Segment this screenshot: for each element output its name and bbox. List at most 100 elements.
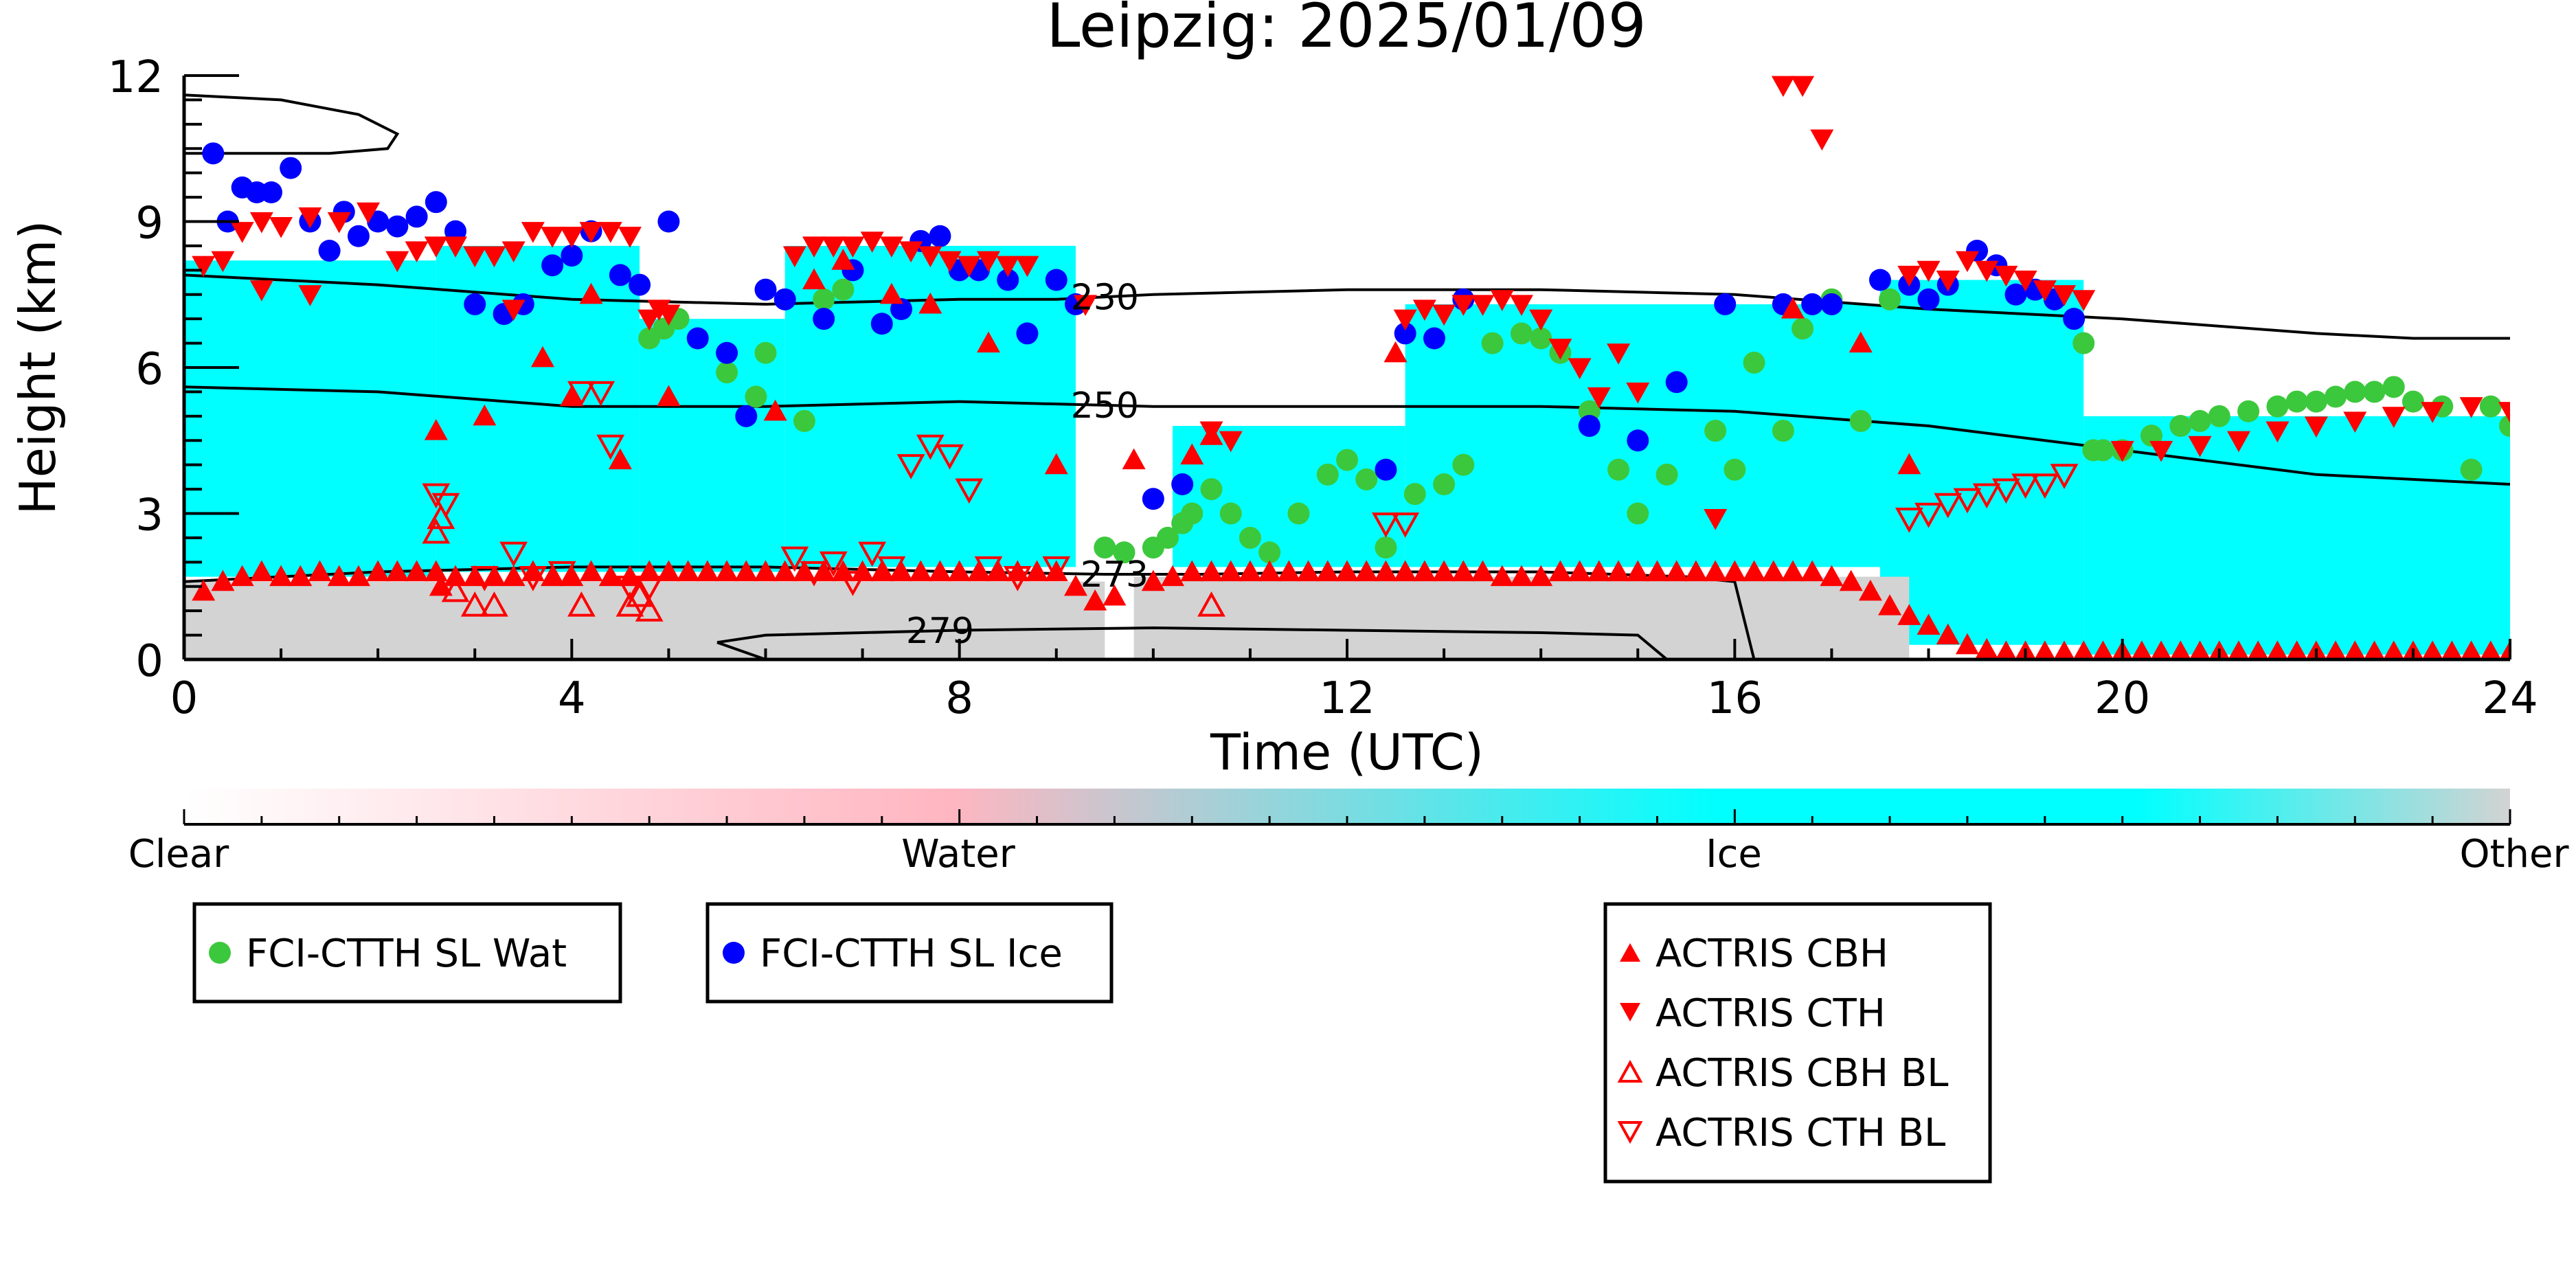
actris-cth-bl-point — [916, 434, 945, 460]
actris-cbh-point — [2053, 640, 2075, 659]
actris-cbh-point — [473, 404, 497, 426]
fci-ctth-sl-ice-point — [813, 308, 835, 330]
actris-cbh-point — [1393, 560, 1417, 582]
fci-ctth-sl-wat-point — [1375, 536, 1397, 559]
actris-cbh-point — [1451, 560, 1476, 582]
actris-cbh-point — [1548, 560, 1572, 582]
actris-cbh-point — [1315, 560, 1340, 582]
actris-cth-point — [647, 300, 671, 321]
actris-cbh-point — [1645, 560, 1669, 582]
fci-ctth-sl-wat-point — [1627, 502, 1649, 525]
actris-cbh-point — [1432, 560, 1456, 582]
actris-cbh-point — [918, 292, 942, 314]
actris-cbh-point — [429, 574, 453, 596]
fci-ctth-sl-ice-point — [386, 215, 409, 238]
actris-cbh-point — [1044, 453, 1068, 475]
legend-label-fci-water: FCI-CTTH SL Wat — [246, 931, 567, 976]
actris-cbh-point — [890, 560, 914, 582]
contour-line-230 — [184, 273, 2510, 340]
actris-cbh-point — [695, 560, 719, 582]
fci-ctth-sl-wat-point — [1772, 420, 1794, 442]
actris-cbh-bl-point — [480, 591, 508, 617]
fci-ctth-sl-ice-point — [1820, 293, 1843, 315]
actris-cbh-point — [1936, 623, 1960, 645]
actris-cth-point — [2188, 436, 2212, 457]
actris-cbh-point — [1122, 448, 1146, 470]
actris-cbh-point — [1723, 560, 1747, 582]
actris-cbh-point — [1761, 560, 1785, 582]
legend-marker-actris-cbh-bl — [1617, 1059, 1643, 1083]
actris-cbh-bl-point — [625, 581, 654, 607]
actris-cbh-point — [366, 560, 390, 582]
actris-cbh-point — [1025, 560, 1049, 582]
actris-cbh-point — [2189, 640, 2211, 659]
actris-cth-bl-point — [1914, 502, 1943, 528]
actris-cbh-point — [1878, 594, 1902, 615]
actris-cbh-point — [2441, 640, 2463, 659]
actris-cbh-point — [308, 560, 332, 582]
actris-cbh-point — [1161, 565, 1185, 587]
actris-cbh-point — [879, 282, 903, 304]
actris-cth-bl-point — [431, 493, 460, 519]
legend-marker-actris-cbh — [1620, 943, 1640, 962]
actris-cbh-point — [1044, 560, 1068, 582]
fci-ctth-sl-ice-point — [318, 240, 341, 262]
actris-cbh-bl-point — [422, 518, 451, 544]
legend-actris: ACTRIS CBH ACTRIS CTH ACTRIS CBH BL ACTR… — [1603, 902, 1992, 1184]
actris-cbh-point — [947, 560, 971, 582]
actris-cth-point — [424, 236, 448, 258]
actris-cth-point — [444, 236, 468, 258]
fci-ctth-sl-wat-point — [1724, 458, 1746, 481]
actris-cbh-bl-point — [1197, 591, 1225, 617]
actris-cbh-point — [1849, 331, 1873, 353]
actris-cbh-point — [2092, 640, 2114, 659]
actris-cbh-point — [1587, 560, 1611, 582]
actris-cbh-point — [289, 565, 313, 587]
actris-cth-point — [482, 246, 506, 268]
actris-cbh-point — [211, 569, 235, 591]
fci-ctth-sl-ice-point — [773, 288, 796, 310]
actris-cbh-point — [560, 565, 584, 587]
fci-ctth-sl-wat-point — [1156, 526, 1179, 549]
actris-cth-point — [1917, 260, 1941, 282]
legend-marker-actris-cth — [1620, 1003, 1640, 1021]
fci-ctth-sl-ice-point — [754, 278, 777, 301]
actris-cbh-point — [618, 565, 642, 587]
actris-cth-bl-point — [1934, 493, 1963, 519]
actris-cth-bl-point — [839, 571, 867, 596]
actris-cbh-point — [1471, 560, 1495, 582]
actris-cth-bl-point — [635, 576, 664, 601]
fci-ctth-sl-ice-point — [425, 191, 447, 214]
actris-cbh-point — [444, 565, 468, 587]
x-tick-label: 0 — [170, 673, 199, 724]
actris-cbh-point — [598, 565, 622, 587]
actris-cbh-point — [1955, 633, 1979, 655]
actris-cth-bl-point — [1372, 512, 1400, 538]
actris-cbh-point — [192, 579, 216, 601]
fci-ctth-sl-ice-point — [2004, 283, 2027, 306]
actris-cth-point — [1704, 508, 1728, 530]
fci-ctth-sl-ice-point — [202, 142, 225, 165]
actris-cbh-point — [2499, 640, 2510, 659]
fci-ctth-sl-ice-point — [716, 341, 738, 364]
actris-cth-bl-point — [1972, 483, 2001, 509]
actris-cth-point — [618, 227, 642, 248]
actris-cth-bl-point — [819, 551, 848, 577]
actris-cbh-point — [230, 565, 254, 587]
actris-cth-point — [2226, 431, 2250, 453]
fci-ctth-sl-ice-point — [1801, 293, 1824, 315]
actris-cth-point — [2110, 440, 2134, 462]
legend-label-actris-cbh-bl: ACTRIS CBH BL — [1656, 1051, 1948, 1096]
actris-cth-point — [2343, 411, 2367, 433]
ice-region-0 — [184, 260, 436, 577]
fci-ctth-sl-wat-point — [1607, 458, 1630, 481]
fci-ctth-sl-ice-point — [1714, 293, 1737, 315]
actris-cbh-point — [2480, 640, 2502, 659]
actris-cbh-point — [501, 565, 526, 587]
fci-ctth-sl-ice-point — [1016, 322, 1039, 345]
actris-cth-point — [1412, 300, 1436, 321]
fci-ctth-sl-wat-point — [2305, 390, 2327, 413]
fci-ctth-sl-ice-point — [1578, 415, 1601, 437]
fci-ctth-sl-wat-point — [1530, 327, 1552, 350]
actris-cbh-point — [1335, 560, 1359, 582]
